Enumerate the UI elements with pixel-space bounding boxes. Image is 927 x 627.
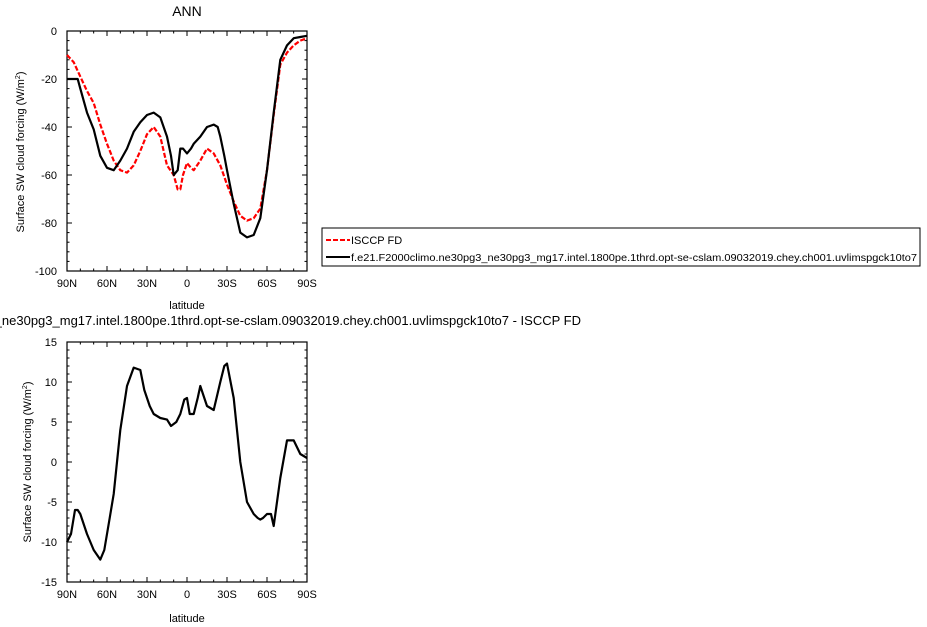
panel-bottom-ytick-label: 5 — [51, 417, 57, 429]
panel-top-series-line-1 — [67, 34, 308, 239]
panel-bottom-ytick-label: -15 — [41, 577, 57, 589]
panel-bottom-ytick-label: 15 — [45, 337, 57, 349]
panel-bottom-xlabel: latitude — [169, 613, 204, 625]
panel-top-ytick-label: -40 — [41, 122, 57, 134]
panel-bottom-xtick-label: 30N — [137, 589, 157, 601]
panel-bottom-frame — [66, 341, 308, 583]
panel-bottom-xtick-label: 90N — [57, 589, 77, 601]
panel-top-xtick-label: 0 — [184, 278, 190, 290]
panel-bottom: f.e21.F2000climo.ne30pg3_ne30pg3_mg17.in… — [0, 313, 581, 625]
panel-top-ylabel-close: ) — [15, 71, 27, 75]
panel-top-title: ANN — [172, 3, 202, 19]
panel-bottom-ytick-label: 0 — [51, 457, 57, 469]
panel-top-xlabel: latitude — [169, 300, 204, 312]
panel-top-frame — [66, 30, 308, 272]
panel-bottom-xtick-label: 30S — [217, 589, 237, 601]
panel-top-xtick-label: 60N — [97, 278, 117, 290]
legend-label-isccp: ISCCP FD — [351, 235, 402, 247]
panel-bottom-series-line-0 — [66, 362, 308, 561]
panel-bottom-ytick-label: 10 — [45, 377, 57, 389]
panel-bottom-ylabel: Surface SW cloud forcing (W/m2) — [22, 381, 34, 542]
panel-bottom-ylabel-sup: 2 — [22, 385, 29, 389]
panel-top-xtick-label: 30S — [217, 278, 237, 290]
panel-bottom-xtick-label: 60S — [257, 589, 277, 601]
panel-top-ytick-label: 0 — [51, 26, 57, 38]
panel-bottom-ylabel-main: Surface SW cloud forcing (W/m — [22, 389, 34, 542]
panel-bottom-xtick-label: 90S — [297, 589, 317, 601]
panel-bottom-ytick-label: -10 — [41, 537, 57, 549]
panel-top-ylabel-sup: 2 — [15, 75, 22, 79]
panel-top-xtick-label: 60S — [257, 278, 277, 290]
panel-top-ylabel: Surface SW cloud forcing (W/m2) — [15, 71, 27, 232]
panel-top-xtick-label: 90S — [297, 278, 317, 290]
panel-bottom-xtick-label: 0 — [184, 589, 190, 601]
panel-bottom-xtick-label: 60N — [97, 589, 117, 601]
panel-bottom-title: f.e21.F2000climo.ne30pg3_ne30pg3_mg17.in… — [0, 313, 581, 328]
panel-top-ytick-label: -20 — [41, 74, 57, 86]
panel-bottom-ytick-label: -5 — [47, 497, 57, 509]
panel-top-xtick-label: 30N — [137, 278, 157, 290]
panel-bottom-ylabel-close: ) — [22, 381, 34, 385]
legend: ISCCP FD f.e21.F2000climo.ne30pg3_ne30pg… — [321, 227, 921, 267]
panel-top-ytick-label: -80 — [41, 218, 57, 230]
legend-label-model: f.e21.F2000climo.ne30pg3_ne30pg3_mg17.in… — [351, 252, 917, 264]
panel-top-xtick-label: 90N — [57, 278, 77, 290]
legend-box — [321, 227, 921, 267]
panel-top-ylabel-main: Surface SW cloud forcing (W/m — [15, 79, 27, 232]
panel-top-ytick-label: -60 — [41, 170, 57, 182]
panel-top-ytick-label: -100 — [35, 266, 57, 278]
